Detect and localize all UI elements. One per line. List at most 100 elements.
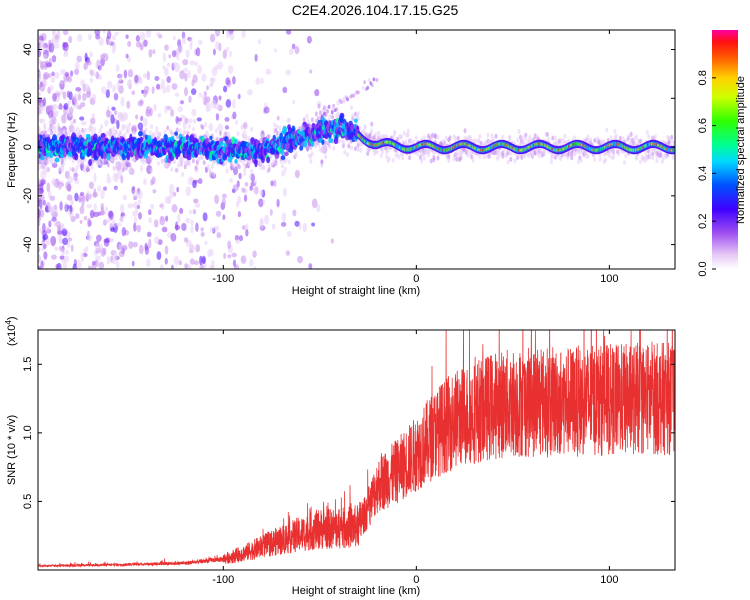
spectrogram-cell bbox=[385, 134, 389, 139]
spectrogram-cell bbox=[197, 64, 203, 75]
spectrogram-cell bbox=[212, 48, 216, 56]
spectrogram-cell bbox=[574, 150, 578, 156]
spectrogram-cell bbox=[72, 263, 77, 269]
spectrogram-cell bbox=[490, 133, 494, 139]
spectrogram-cell bbox=[252, 250, 257, 258]
spectrogram-cell bbox=[89, 209, 95, 219]
spectrogram-cell bbox=[624, 153, 628, 159]
spectrogram-cell bbox=[55, 92, 61, 97]
spectrogram-cell bbox=[89, 125, 93, 131]
spectrogram-cell bbox=[143, 39, 148, 47]
spectrogram-cell bbox=[168, 54, 172, 59]
spectrogram-cell bbox=[259, 165, 263, 170]
spectrogram-cell bbox=[243, 194, 248, 202]
spectrogram-cell bbox=[654, 134, 657, 140]
spectrogram-cell bbox=[159, 263, 165, 269]
spectrogram-cell bbox=[279, 149, 285, 155]
spectrogram-cell bbox=[118, 155, 122, 161]
spectrogram-cell bbox=[106, 217, 112, 224]
spectrogram-cell bbox=[252, 186, 259, 194]
spectrogram-cell bbox=[303, 126, 306, 131]
spectrogram-cell bbox=[264, 106, 270, 114]
spectrogram-cell bbox=[100, 189, 105, 200]
spectrogram-cell bbox=[671, 154, 675, 160]
spectrogram-cell bbox=[443, 141, 447, 147]
spectrogram-cell bbox=[133, 222, 137, 232]
spectrogram-cell bbox=[332, 103, 336, 108]
spectrogram-cell bbox=[177, 162, 180, 168]
spectrogram-cell bbox=[264, 214, 270, 225]
spectrogram-cell bbox=[309, 69, 313, 74]
spectrogram-cell bbox=[648, 154, 652, 160]
spectrogram-cell bbox=[179, 208, 183, 214]
spectrogram-cell bbox=[237, 164, 241, 170]
spectrogram-cell bbox=[47, 190, 52, 199]
spectrogram-cell bbox=[122, 194, 128, 201]
spectrogram-cell bbox=[304, 123, 308, 128]
spectrogram-cell bbox=[101, 86, 107, 94]
spectrogram-heatmap bbox=[38, 30, 675, 269]
spectrogram-cell bbox=[83, 83, 90, 93]
spectrogram-cell bbox=[115, 64, 120, 73]
spectrogram-cell bbox=[354, 146, 357, 152]
spectrogram-cell bbox=[639, 159, 643, 165]
spectrogram-cell bbox=[164, 67, 169, 77]
spectrogram-cell bbox=[237, 195, 242, 205]
spectrogram-cell bbox=[468, 134, 472, 140]
spectrogram-cell bbox=[106, 162, 110, 168]
spectrogram-cell bbox=[397, 154, 401, 160]
spectrogram-cell bbox=[58, 166, 62, 172]
spectrogram-cell bbox=[148, 238, 152, 249]
spectrogram-cell bbox=[120, 96, 125, 107]
spectrogram-cell bbox=[179, 70, 185, 80]
spectrogram-cell bbox=[100, 203, 105, 210]
spectrogram-cell bbox=[354, 111, 357, 117]
spectrogram-cell bbox=[142, 117, 148, 127]
spectrogram-cell bbox=[88, 265, 91, 269]
spectrogram-cell bbox=[170, 264, 174, 269]
spectrogram-cell bbox=[116, 222, 122, 227]
spectrogram-cell bbox=[148, 209, 152, 216]
spectrogram-cell bbox=[64, 170, 70, 179]
spectrogram-cell bbox=[39, 194, 45, 202]
spectrogram-cell bbox=[273, 122, 276, 128]
spectrogram-cell bbox=[589, 137, 593, 143]
spectrogram-cell bbox=[177, 121, 181, 126]
spectrogram-cell bbox=[73, 93, 79, 104]
spectrogram-cell bbox=[79, 219, 83, 224]
spectrogram-cell bbox=[335, 107, 339, 112]
spectrogram-cell bbox=[249, 258, 254, 267]
spectrogram-cell bbox=[43, 71, 50, 80]
spectrogram-cell bbox=[116, 119, 120, 130]
spectrogram-cell bbox=[285, 250, 291, 256]
spectrogram-cell bbox=[51, 71, 55, 77]
spectrogram-cell bbox=[65, 181, 71, 191]
spectrogram-cell bbox=[75, 259, 82, 269]
spectrogram-cell bbox=[367, 147, 371, 153]
spectrogram-cell bbox=[183, 237, 189, 243]
spectrogram-cell bbox=[152, 49, 156, 55]
spectrogram-cell bbox=[431, 132, 435, 138]
spectrogram-cell bbox=[287, 159, 291, 165]
spectrogram-cell bbox=[128, 122, 132, 128]
spectrogram-cell bbox=[234, 234, 240, 241]
spectrogram-cell bbox=[201, 125, 205, 130]
spectrogram-cell bbox=[125, 129, 129, 134]
spectrogram-cell bbox=[88, 158, 92, 167]
spectrogram-cell bbox=[162, 86, 167, 94]
spectrogram-cell bbox=[311, 122, 316, 131]
spectrogram-cell bbox=[250, 168, 253, 174]
spectrogram-cell bbox=[554, 135, 557, 141]
spectrogram-cell bbox=[63, 255, 70, 263]
spectrogram-cell bbox=[126, 100, 131, 109]
spectrogram-cell bbox=[135, 41, 142, 48]
spectrogram-cell bbox=[622, 160, 626, 165]
spectrogram-cell bbox=[146, 70, 150, 81]
spectrogram-cell bbox=[156, 251, 162, 261]
spectrogram-cell bbox=[38, 220, 41, 227]
spectrogram-cell bbox=[123, 132, 126, 138]
spectrogram-cell bbox=[139, 31, 146, 41]
spectrogram-cell bbox=[547, 136, 551, 142]
spectrogram-cell bbox=[635, 154, 639, 160]
